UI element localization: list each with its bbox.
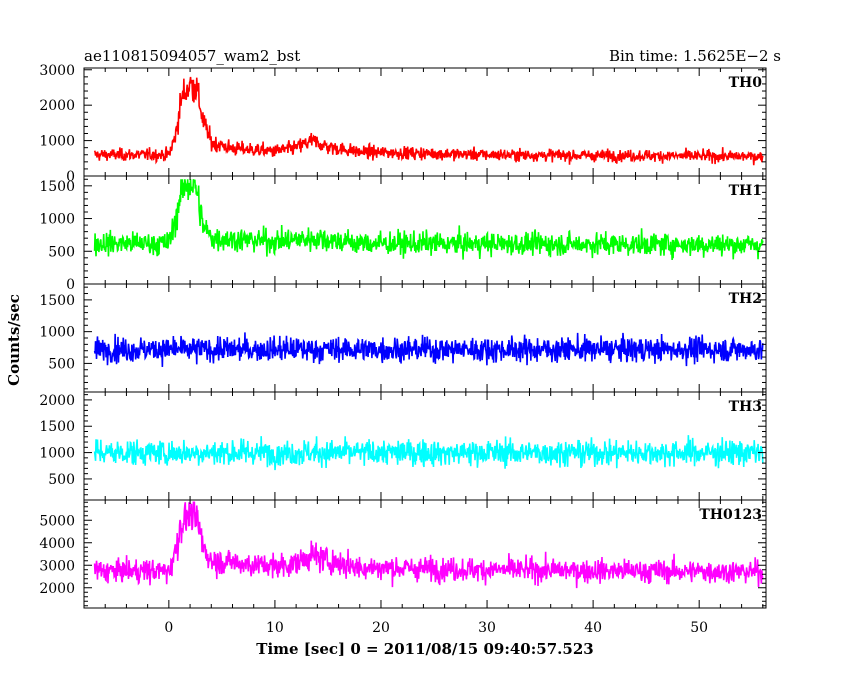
series-line-th3	[93, 435, 764, 471]
panel-label-th1: TH1	[729, 183, 762, 199]
y-tick-label: 1000	[39, 325, 75, 341]
series-line-th0	[93, 76, 764, 166]
x-tick-label: 30	[478, 620, 496, 636]
y-tick-label: 1500	[39, 179, 75, 195]
y-tick-label: 0	[66, 277, 75, 293]
y-tick-label: 1000	[39, 212, 75, 228]
y-tick-label: 4000	[39, 536, 75, 552]
series-line-th1	[93, 179, 764, 260]
y-tick-label: 3000	[39, 63, 75, 79]
y-tick-label: 1000	[39, 446, 75, 462]
y-tick-label: 1000	[39, 134, 75, 150]
y-tick-label: 0	[66, 169, 75, 185]
x-tick-label: 10	[266, 620, 284, 636]
x-tick-label: 0	[164, 620, 173, 636]
y-tick-label: 5000	[39, 513, 75, 529]
panel-label-th0123: TH0123	[699, 507, 762, 523]
y-tick-label: 1500	[39, 419, 75, 435]
x-tick-label: 20	[372, 620, 390, 636]
panel-frame-th0	[83, 67, 767, 177]
y-tick-label: 1500	[39, 293, 75, 309]
panel-label-th2: TH2	[729, 291, 762, 307]
x-axis-label: Time [sec] 0 = 2011/08/15 09:40:57.523	[256, 640, 593, 658]
y-tick-label: 2000	[39, 98, 75, 114]
y-axis-label: Counts/sec	[5, 294, 23, 386]
bin-time-label: Bin time: 1.5625E−2 s	[609, 47, 781, 65]
series-line-th0123	[93, 501, 764, 589]
y-tick-label: 500	[48, 244, 75, 260]
y-tick-label: 3000	[39, 558, 75, 574]
panel-frame-th1	[83, 175, 767, 285]
series-line-th2	[93, 332, 764, 367]
chart-title: ae110815094057_wam2_bst	[84, 47, 300, 65]
y-tick-label: 2000	[39, 393, 75, 409]
panel-label-th3: TH3	[729, 399, 762, 415]
y-tick-label: 500	[48, 356, 75, 372]
panel-label-th0: TH0	[729, 75, 763, 91]
panel-frame-th0123	[83, 499, 767, 609]
y-tick-label: 500	[48, 472, 75, 488]
x-tick-label: 40	[584, 620, 602, 636]
y-tick-label: 2000	[39, 581, 75, 597]
x-tick-label: 50	[690, 620, 708, 636]
